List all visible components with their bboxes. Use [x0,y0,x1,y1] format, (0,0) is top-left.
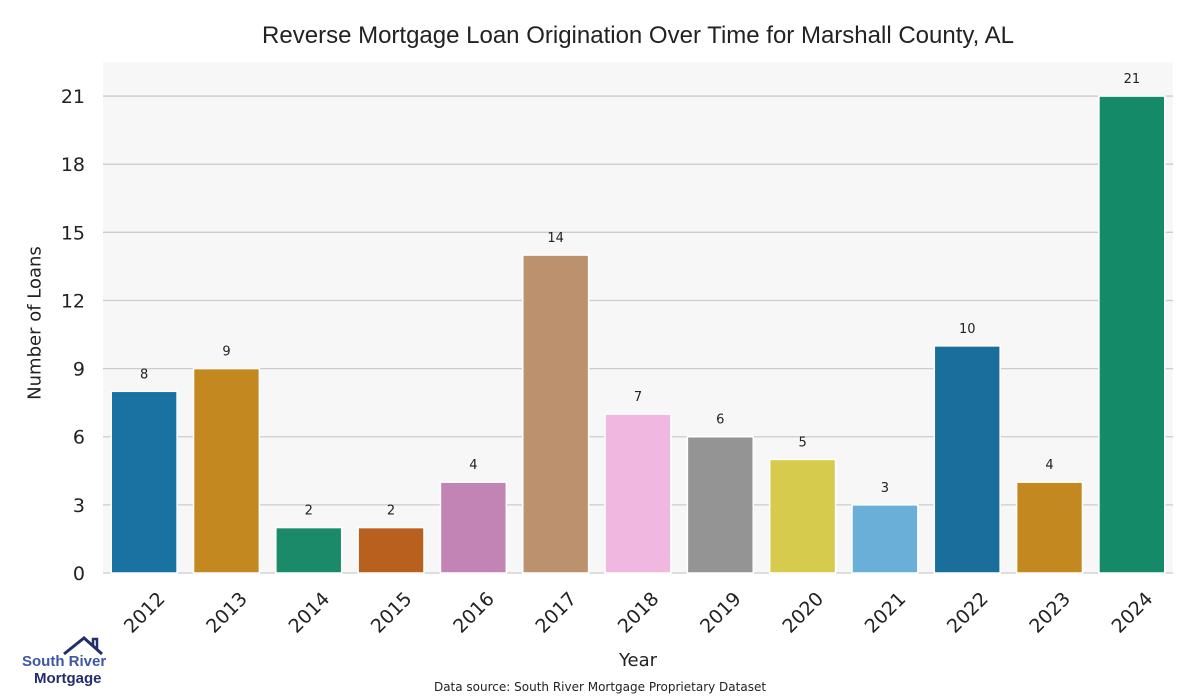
x-tick-label: 2023 [1025,588,1075,638]
chart-title: Reverse Mortgage Loan Origination Over T… [262,22,1014,49]
x-tick-label: 2012 [120,588,170,638]
bar-2021 [851,504,919,574]
x-tick-label: 2024 [1108,588,1158,638]
x-tick-label: 2016 [449,588,499,638]
x-tick-label: 2013 [202,588,252,638]
y-tick-label: 21 [61,86,85,108]
bar-2022 [933,345,1001,574]
house-roof-icon [63,636,103,656]
y-tick-label: 9 [73,359,85,381]
x-tick-label: 2020 [778,588,828,638]
data-label-2019: 6 [716,413,724,428]
x-tick-label: 2017 [531,588,581,638]
y-tick-label: 18 [61,154,85,176]
data-label-2014: 2 [305,504,313,519]
bar-2023 [1015,481,1084,574]
bar-2013 [192,367,261,574]
y-tick-label: 3 [73,495,85,517]
bar-2014 [275,526,343,574]
south-river-logo: South River Mortgage [18,634,118,698]
logo-line1: South River [22,653,107,670]
bar-2020 [768,458,837,574]
data-label-2021: 3 [881,481,889,496]
data-label-2017: 14 [547,231,564,246]
y-tick-label: 6 [73,427,85,449]
x-tick-label: 2015 [367,588,417,638]
x-tick-label: 2022 [943,588,993,638]
bar-2017 [522,254,590,574]
x-tick-label: 2014 [284,588,334,638]
data-label-2024: 21 [1124,72,1141,87]
data-label-2023: 4 [1045,458,1053,473]
data-label-2013: 9 [222,345,230,360]
logo-line2: Mortgage [34,670,102,687]
bar-2024 [1098,95,1166,574]
x-axis-label: Year [618,650,658,671]
bar-2012 [110,390,178,574]
x-tick-label: 2018 [614,588,664,638]
x-tick-label: 2021 [861,588,911,638]
x-tick-label: 2019 [696,588,746,638]
data-label-2012: 8 [140,367,148,382]
data-label-2016: 4 [469,458,477,473]
bar-2015 [357,526,425,574]
y-tick-label: 0 [73,563,85,585]
bar-2019 [686,435,754,574]
data-label-2022: 10 [959,322,976,337]
y-tick-label: 15 [61,222,85,244]
y-tick-label: 12 [61,290,85,312]
bar-2016 [439,481,508,574]
y-axis-label: Number of Loans [24,246,46,400]
bar-2018 [604,413,672,574]
data-label-2018: 7 [634,390,642,405]
data-label-2020: 5 [798,435,806,450]
data-label-2015: 2 [387,504,395,519]
data-source-note: Data source: South River Mortgage Propri… [433,680,767,694]
